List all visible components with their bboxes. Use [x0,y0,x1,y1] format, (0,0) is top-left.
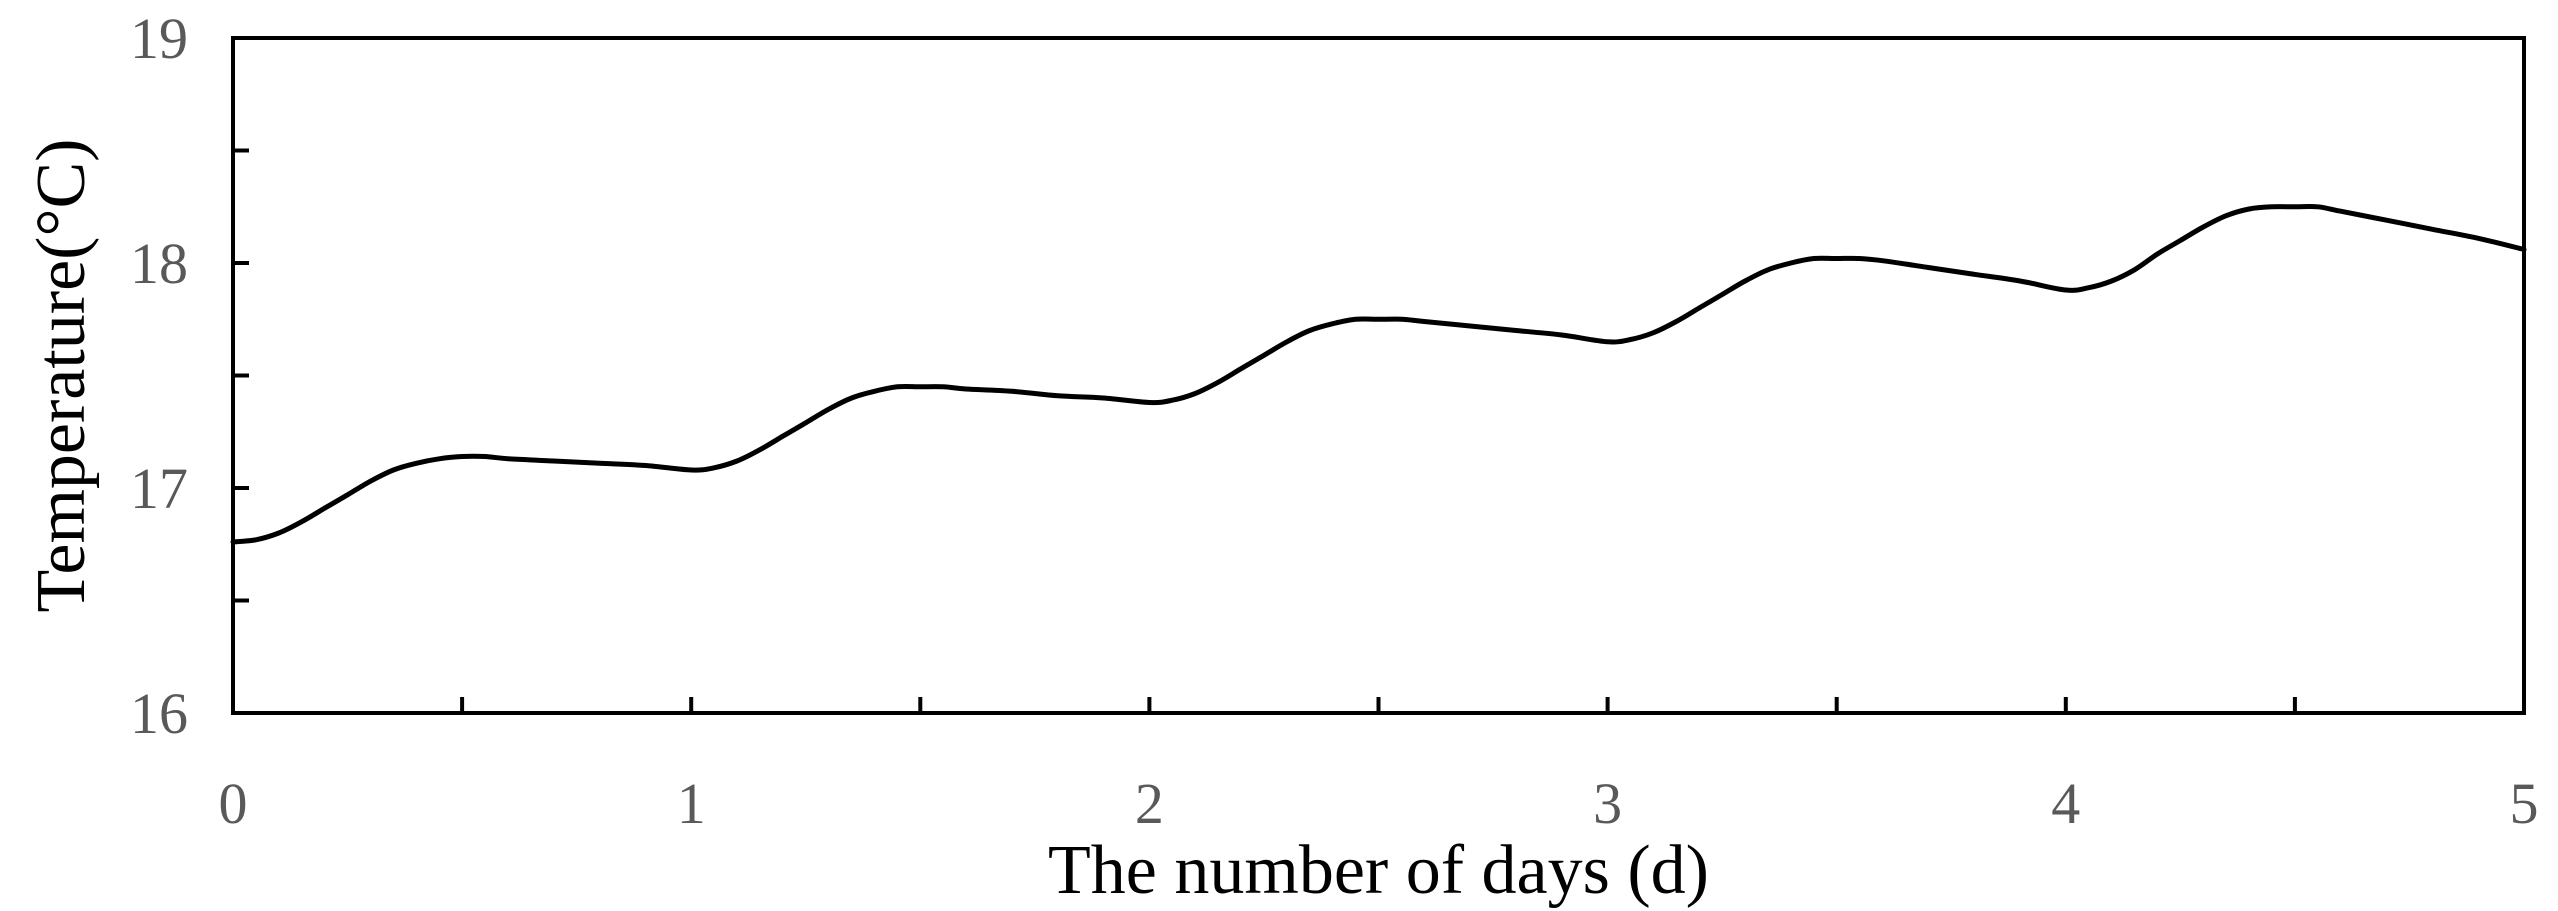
x-tick-label: 0 [219,771,248,836]
temperature-series-line [230,203,2527,545]
y-tick-label: 19 [130,6,188,71]
x-tick-label: 4 [2051,771,2080,836]
x-tick-label: 5 [2510,771,2539,836]
y-axis-title: Temperature(°C) [23,139,100,613]
y-axis-tick-labels: 16 17 18 19 [130,6,188,746]
y-tick-label: 16 [130,681,188,746]
plot-area-frame [231,36,2526,715]
y-tick-label: 17 [130,456,188,521]
x-axis-title: The number of days (d) [1048,832,1709,909]
tick-marks [231,36,2526,715]
x-axis-tick-labels: 0 1 2 3 4 5 [219,771,2539,836]
y-tick-label: 18 [130,231,188,296]
x-tick-label: 3 [1593,771,1622,836]
x-tick-label: 2 [1135,771,1164,836]
x-tick-label: 1 [677,771,706,836]
